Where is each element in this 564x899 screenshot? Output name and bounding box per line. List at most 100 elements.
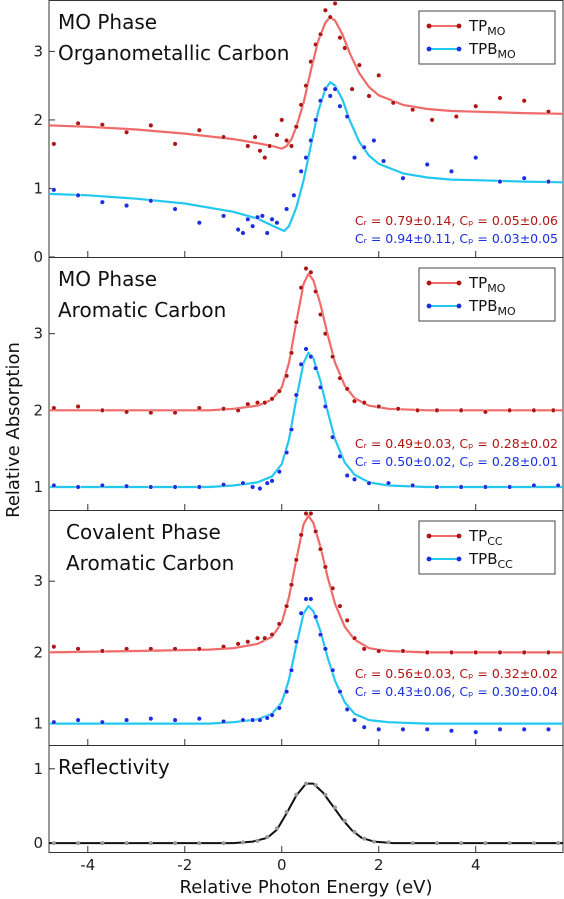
data-point-tp	[322, 331, 328, 337]
data-point-tpb	[250, 717, 256, 723]
data-point-tp	[429, 117, 435, 123]
panel-title: MO Phase	[58, 10, 157, 34]
legend-box	[418, 267, 556, 322]
data-point-tp	[172, 410, 178, 416]
legend-swatch-marker	[426, 46, 432, 52]
data-point-tpb	[521, 726, 527, 732]
data-point-refl	[386, 840, 391, 845]
data-point-tp	[330, 585, 336, 591]
data-point-tpb	[371, 137, 377, 144]
data-point-tpb	[124, 717, 130, 723]
data-point-tpb	[322, 403, 328, 410]
data-point-tpb	[303, 596, 309, 602]
data-point-refl	[221, 841, 226, 846]
data-point-tp	[51, 405, 57, 411]
data-point-tp	[376, 403, 382, 410]
data-point-refl	[240, 840, 245, 845]
data-point-tpb	[75, 717, 81, 723]
data-point-tp	[288, 350, 295, 356]
data-point-tpb	[322, 86, 328, 92]
data-point-tpb	[250, 484, 256, 490]
data-point-tp	[279, 117, 285, 123]
data-point-tpb	[99, 199, 105, 205]
legend-swatch-marker	[426, 23, 432, 29]
fit-line-tp	[49, 16, 563, 150]
fit-annotation: Cᵣ = 0.43±0.06, Cₚ = 0.30±0.04	[355, 684, 558, 699]
data-point-tpb	[521, 175, 527, 181]
data-point-tpb	[327, 93, 333, 99]
data-point-tp	[99, 407, 105, 413]
data-point-tp	[453, 113, 459, 120]
data-point-tpb	[497, 179, 503, 185]
data-point-tp	[424, 649, 430, 655]
y-tick-label: 3	[33, 572, 43, 590]
data-point-tpb	[172, 206, 178, 212]
data-point-tp	[308, 269, 314, 275]
fit-line-tp	[49, 514, 563, 654]
y-tick-label: 1	[33, 715, 43, 733]
data-point-tp	[172, 141, 178, 147]
data-point-tp	[288, 582, 295, 588]
panel-p4: 0 1 -4 -2 0 2 4 Reflectivity	[33, 745, 564, 874]
panel-title: Aromatic Carbon	[66, 551, 234, 575]
data-point-tp	[317, 31, 324, 37]
data-point-tp	[257, 148, 263, 154]
data-point-tp	[293, 124, 299, 130]
legend-swatch-marker	[456, 303, 462, 309]
data-point-tpb	[332, 86, 338, 92]
data-point-tp	[395, 406, 401, 412]
data-point-tpb	[257, 717, 263, 723]
data-point-tp	[434, 407, 440, 413]
data-point-tp	[51, 644, 57, 650]
data-point-tpb	[75, 192, 81, 198]
data-point-tp	[298, 102, 304, 108]
fit-line-tpb	[49, 605, 563, 725]
panel-title: Reflectivity	[58, 755, 170, 779]
data-point-tpb	[545, 179, 552, 185]
data-point-tp	[337, 35, 343, 41]
data-point-tpb	[337, 103, 343, 109]
data-point-tpb	[293, 392, 299, 398]
data-point-tp	[356, 62, 362, 68]
data-point-refl	[313, 783, 318, 788]
data-point-tp	[254, 635, 261, 641]
data-point-tp	[99, 122, 105, 128]
data-point-tpb	[257, 485, 263, 492]
data-point-tpb	[148, 716, 154, 722]
data-point-tp	[262, 635, 268, 641]
data-point-refl	[173, 841, 178, 846]
data-point-tp	[51, 141, 57, 147]
data-point-tpb	[291, 192, 297, 198]
data-point-refl	[531, 841, 536, 846]
data-point-tp	[303, 511, 309, 517]
data-point-tpb	[376, 726, 382, 732]
data-point-tp	[196, 127, 202, 133]
data-point-tp	[303, 265, 309, 272]
data-point-tp	[337, 375, 343, 381]
data-point-tp	[235, 407, 241, 413]
data-point-tpb	[313, 117, 319, 123]
data-point-tpb	[317, 632, 324, 638]
data-point-tp	[313, 288, 319, 295]
data-point-tp	[313, 528, 319, 534]
y-tick-label: 2	[33, 401, 43, 419]
data-point-refl	[294, 792, 299, 797]
data-point-tp	[99, 648, 105, 654]
x-tick-label: -4	[80, 856, 95, 874]
data-point-tpb	[482, 484, 488, 490]
data-point-tpb	[264, 715, 270, 721]
data-point-tp	[317, 311, 324, 318]
fit-annotation: Cᵣ = 0.56±0.03, Cₚ = 0.32±0.02	[355, 666, 558, 681]
data-point-tpb	[424, 726, 430, 732]
data-point-tpb	[337, 453, 343, 459]
data-point-tpb	[400, 175, 406, 181]
data-point-tpb	[298, 361, 304, 367]
data-point-tp	[473, 649, 479, 655]
data-point-refl	[507, 841, 512, 846]
fit-annotation: Cᵣ = 0.50±0.02, Cₚ = 0.28±0.01	[355, 454, 558, 469]
data-point-refl	[323, 792, 328, 797]
data-point-tpb	[269, 712, 275, 718]
data-point-tp	[293, 319, 299, 325]
data-point-tpb	[196, 220, 202, 226]
